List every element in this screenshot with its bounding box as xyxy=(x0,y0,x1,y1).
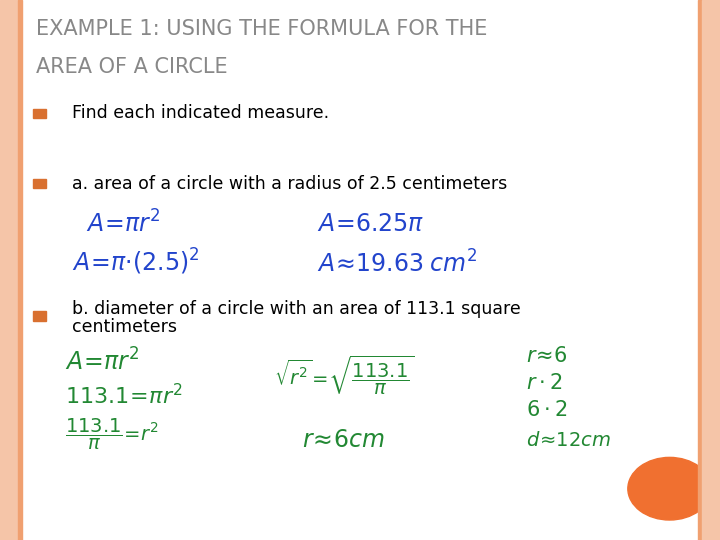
Text: $d\!\approx\!12cm$: $d\!\approx\!12cm$ xyxy=(526,430,611,450)
Text: $\sqrt{r^{2}}\!=\!\sqrt{\dfrac{113.1}{\pi}}$: $\sqrt{r^{2}}\!=\!\sqrt{\dfrac{113.1}{\p… xyxy=(274,354,414,397)
Bar xyxy=(33,109,46,118)
Text: $113.1\!=\!\pi r^{2}$: $113.1\!=\!\pi r^{2}$ xyxy=(65,383,182,408)
Text: $A\!=\!\pi r^{2}$: $A\!=\!\pi r^{2}$ xyxy=(65,348,140,375)
Text: $A\!=\!\pi{\cdot}(2.5)^{2}$: $A\!=\!\pi{\cdot}(2.5)^{2}$ xyxy=(72,247,199,277)
Text: $r\!\approx\!6$: $r\!\approx\!6$ xyxy=(526,346,567,367)
Text: a. area of a circle with a radius of 2.5 centimeters: a. area of a circle with a radius of 2.5… xyxy=(72,174,508,193)
Text: EXAMPLE 1: USING THE FORMULA FOR THE: EXAMPLE 1: USING THE FORMULA FOR THE xyxy=(36,19,487,39)
Bar xyxy=(33,179,46,188)
Text: AREA OF A CIRCLE: AREA OF A CIRCLE xyxy=(36,57,228,77)
Text: $A\!=\!6.25\pi$: $A\!=\!6.25\pi$ xyxy=(317,212,423,236)
Text: b. diameter of a circle with an area of 113.1 square: b. diameter of a circle with an area of … xyxy=(72,300,521,318)
Bar xyxy=(33,311,46,321)
Text: centimeters: centimeters xyxy=(72,318,177,336)
Text: $A\!=\!\pi r^{2}$: $A\!=\!\pi r^{2}$ xyxy=(86,211,161,238)
Circle shape xyxy=(628,457,711,520)
Text: $r\cdot 2$: $r\cdot 2$ xyxy=(526,373,562,394)
Text: Find each indicated measure.: Find each indicated measure. xyxy=(72,104,329,123)
Text: $r\!\approx\!6cm$: $r\!\approx\!6cm$ xyxy=(302,428,385,452)
Text: $6\cdot 2$: $6\cdot 2$ xyxy=(526,400,567,421)
Text: $\dfrac{113.1}{\pi}\!=\!r^{2}$: $\dfrac{113.1}{\pi}\!=\!r^{2}$ xyxy=(65,417,159,452)
Text: $A\!\approx\!19.63\;cm^{2}$: $A\!\approx\!19.63\;cm^{2}$ xyxy=(317,250,477,277)
